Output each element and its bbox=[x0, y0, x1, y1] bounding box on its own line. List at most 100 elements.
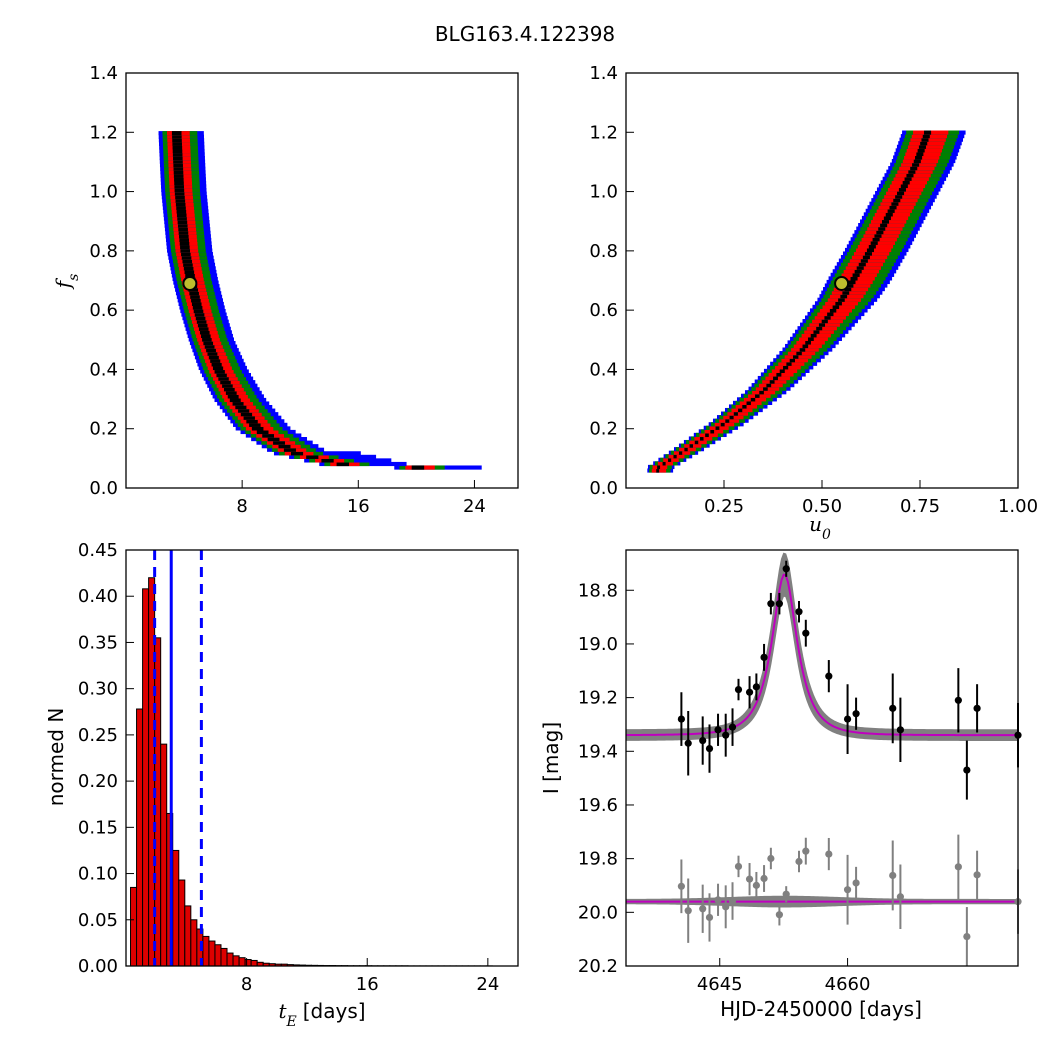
te-fs-cell bbox=[183, 262, 193, 267]
lightcurve-ytick-label-2: 19.2 bbox=[578, 688, 618, 709]
u0-fs-cell bbox=[805, 340, 811, 345]
te-fs-xtick-label-1: 16 bbox=[347, 496, 370, 517]
panel-u0-fs: 0.25 0.50 0.75 1.00 0.0 0.2 0.4 0.6 0.8 1.0 1.2 1.4… bbox=[589, 63, 1038, 543]
resid-point-15 bbox=[802, 847, 810, 855]
te-fs-heatmap bbox=[158, 131, 482, 470]
te-fs-ytick-label-0: 0.0 bbox=[89, 478, 118, 499]
histogram-bar bbox=[190, 919, 198, 967]
histogram-ytick-label-0: 0.00 bbox=[78, 956, 118, 977]
u0-fs-cell bbox=[916, 151, 924, 157]
u0-fs-cell bbox=[920, 141, 928, 146]
te-fs-cell bbox=[175, 202, 186, 207]
resid-point-0 bbox=[677, 882, 685, 890]
lightcurve-frame bbox=[625, 549, 1019, 967]
histogram-bar bbox=[214, 944, 222, 967]
te-fs-cell bbox=[173, 156, 183, 161]
te-fs-cell bbox=[197, 323, 208, 328]
lightcurve-xtick-label-0: 4645 bbox=[697, 974, 743, 995]
te-fs-cell bbox=[172, 145, 183, 150]
u0-fs-ytick-label-1: 0.2 bbox=[589, 419, 618, 440]
u0-fs-cell bbox=[921, 137, 929, 142]
u0-fs-cell bbox=[900, 183, 908, 189]
te-fs-xtick-label-0: 8 bbox=[236, 496, 247, 517]
te-fs-cell bbox=[210, 358, 221, 363]
te-fs-cell bbox=[177, 216, 187, 221]
te-fs-cell bbox=[172, 134, 182, 139]
u0-fs-cell bbox=[840, 294, 848, 299]
histogram-bar bbox=[220, 947, 228, 967]
u0-fs-cell bbox=[729, 415, 734, 420]
resid-point-14 bbox=[795, 857, 803, 866]
data-point-7 bbox=[734, 685, 743, 694]
te-fs-cell bbox=[175, 195, 185, 200]
lightcurve-ylabel: I [mag] bbox=[539, 722, 563, 794]
u0-fs-cell bbox=[783, 365, 789, 370]
histogram-bar bbox=[172, 849, 180, 967]
te-fs-cell bbox=[267, 437, 280, 442]
u0-fs-cell bbox=[906, 173, 914, 178]
u0-fs-xtick-label-2: 0.75 bbox=[900, 496, 940, 517]
te-fs-cell bbox=[172, 141, 182, 146]
histogram-bar bbox=[232, 955, 240, 967]
data-point-17 bbox=[843, 715, 852, 723]
u0-fs-cell bbox=[917, 148, 925, 153]
lightcurve-ytick-label-0: 18.8 bbox=[578, 580, 618, 601]
te-fs-cell bbox=[173, 163, 183, 168]
te-fs-cell bbox=[218, 376, 229, 381]
u0-fs-cell bbox=[891, 201, 899, 206]
panel-te-histogram: 8 16 24 0.00 0.05 0.10 0.15 0.20 0.25 0.30 0.35 0.4… bbox=[44, 540, 519, 1030]
lightcurve-ytick-label-4: 19.6 bbox=[578, 795, 618, 816]
te-fs-cell bbox=[173, 166, 184, 171]
lightcurve-ytick-label-3: 19.4 bbox=[578, 741, 618, 762]
te-fs-cell bbox=[207, 351, 218, 356]
lightcurve-ytick-label-5: 19.8 bbox=[578, 849, 618, 870]
histogram-bar bbox=[130, 886, 138, 967]
te-fs-cell bbox=[176, 212, 187, 218]
te-fs-cell bbox=[172, 152, 183, 157]
te-fs-cell bbox=[203, 340, 214, 346]
u0-fs-cell bbox=[763, 386, 768, 391]
resid-point-9 bbox=[752, 881, 760, 889]
data-point-10 bbox=[760, 653, 768, 661]
lightcurve-xtick-label-1: 4660 bbox=[825, 974, 871, 995]
u0-fs-cell bbox=[887, 208, 895, 213]
te-fs-cell bbox=[246, 419, 258, 424]
u0-fs-cell bbox=[673, 454, 677, 459]
data-point-21 bbox=[954, 696, 962, 704]
te-fs-cell bbox=[249, 422, 261, 427]
u0-fs-ytick-label-6: 1.2 bbox=[589, 122, 618, 143]
u0-fs-cell bbox=[786, 361, 792, 366]
u0-fs-cell bbox=[678, 450, 683, 455]
te-fs-cell bbox=[191, 298, 201, 303]
te-fs-cell bbox=[251, 426, 264, 431]
u0-fs-cell bbox=[918, 144, 926, 149]
histogram-ytick-label-5: 0.25 bbox=[78, 725, 118, 746]
u0-fs-cell bbox=[915, 155, 923, 160]
te-fs-cell bbox=[256, 429, 269, 435]
te-fs-cell bbox=[180, 248, 191, 253]
u0-fs-cell bbox=[912, 162, 920, 167]
u0-fs-cell bbox=[821, 319, 828, 324]
u0-fs-cell bbox=[870, 240, 878, 245]
te-fs-cell bbox=[198, 326, 209, 331]
data-point-11 bbox=[767, 600, 775, 608]
u0-fs-ytick-label-3: 0.6 bbox=[589, 300, 618, 321]
u0-fs-heatmap bbox=[647, 130, 966, 473]
resid-point-12 bbox=[775, 911, 783, 919]
te-fs-cell bbox=[179, 241, 190, 246]
resid-point-18 bbox=[852, 879, 860, 887]
u0-fs-cell bbox=[856, 265, 864, 270]
te-fs-cell bbox=[199, 330, 210, 335]
te-fs-cell bbox=[192, 305, 203, 310]
histogram-xlabel: tE [days] bbox=[278, 999, 365, 1030]
u0-fs-cell bbox=[827, 311, 834, 317]
u0-fs-cell bbox=[818, 322, 826, 327]
u0-fs-ytick-label-5: 1.0 bbox=[589, 182, 618, 203]
u0-fs-cell bbox=[844, 287, 852, 292]
panel-lightcurve: 4645 4660 18.8 19.0 19.2 19.4 19.6 19.8 20.0 20.2… bbox=[539, 549, 1022, 1021]
u0-fs-cell bbox=[866, 247, 874, 253]
u0-fs-cell bbox=[799, 347, 806, 352]
data-point-4 bbox=[714, 726, 722, 734]
u0-fs-cell bbox=[662, 461, 666, 466]
u0-fs-cell bbox=[872, 237, 880, 242]
